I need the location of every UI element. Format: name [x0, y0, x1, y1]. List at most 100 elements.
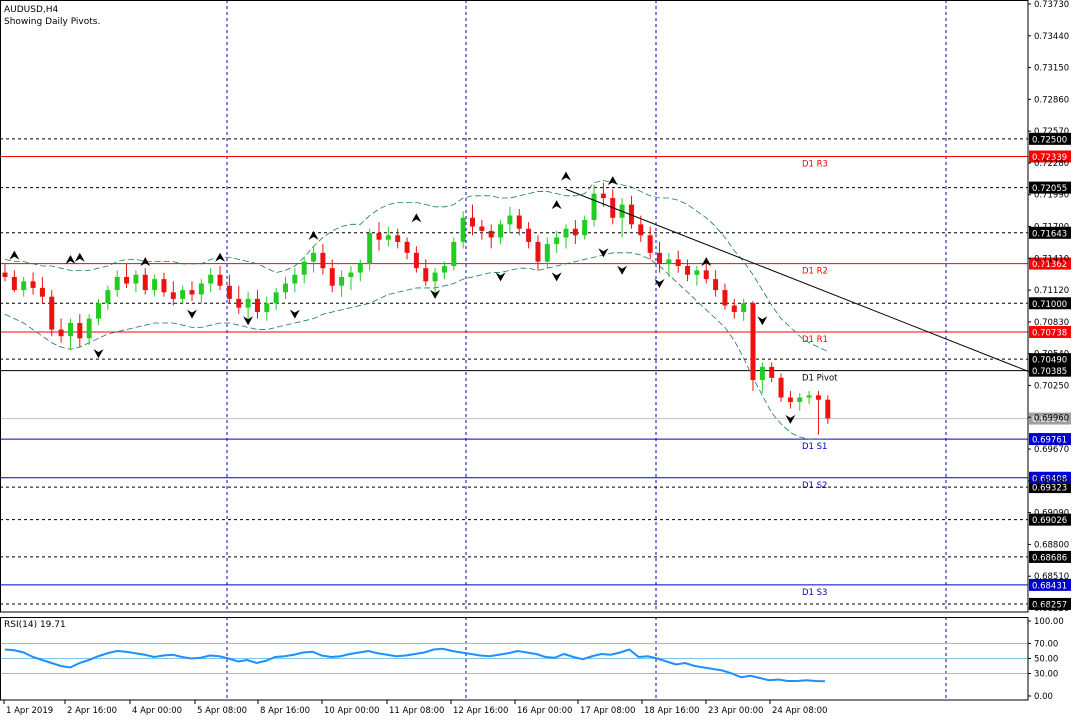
level-tag-bg — [1029, 481, 1071, 494]
time-tick-label: 8 Apr 16:00 — [260, 706, 310, 716]
time-tick-label: 2 Apr 16:00 — [67, 706, 117, 716]
candle-body — [11, 276, 17, 291]
candle-body — [273, 292, 279, 304]
level-tag: 0.72500 — [1032, 135, 1067, 145]
time-tick-label: 24 Apr 08:00 — [772, 706, 827, 716]
candle-body — [180, 290, 186, 299]
candle-body — [376, 233, 382, 240]
level-tag: 0.72055 — [1032, 184, 1067, 194]
rsi-line — [4, 647, 826, 683]
lower-band — [4, 252, 828, 440]
level-tag-bg — [1029, 297, 1071, 310]
candle-body — [460, 217, 466, 242]
candle-body — [451, 241, 457, 266]
candle-body — [367, 233, 373, 264]
candle-body — [778, 377, 784, 398]
fractal-down-arrow — [757, 316, 768, 326]
candle-body — [554, 237, 560, 245]
price-tick-label: 0.68510 — [1034, 572, 1069, 582]
candle-body — [600, 193, 606, 199]
pivot-label: D1 S1 — [802, 442, 827, 452]
time-tick-label: 5 Apr 08:00 — [197, 706, 247, 716]
candle-body — [657, 252, 662, 264]
rsi-tick-label: 30.00 — [1034, 670, 1058, 680]
envelope-bands — [4, 180, 828, 440]
pivot-label: D1 R2 — [802, 267, 828, 277]
candle-body — [170, 292, 176, 299]
pivot-tag-bg — [1029, 471, 1071, 484]
pivot-tag-bg — [1029, 257, 1071, 270]
time-tick-label: 23 Apr 00:00 — [708, 706, 763, 716]
time-tick-label: 11 Apr 08:00 — [389, 706, 444, 716]
candle-body — [357, 263, 363, 273]
fractal-up-arrow — [215, 252, 226, 262]
candle-body — [320, 252, 326, 269]
level-tag: 0.71643 — [1032, 229, 1067, 239]
candle-body — [30, 281, 36, 288]
rsi-panel: 100.00 70.00 50.00 30.00 0.00 — [0, 617, 1064, 702]
fractal-down-arrow — [243, 316, 254, 326]
fractal-down-arrow — [654, 278, 665, 288]
candle-body — [572, 228, 578, 236]
time-tick-label: 16 Apr 00:00 — [517, 706, 572, 716]
price-tick-label: 0.71120 — [1034, 286, 1069, 296]
candle-body — [198, 283, 204, 295]
candle-body — [432, 272, 438, 282]
pivot-label: D1 S3 — [802, 588, 827, 598]
candle-body — [526, 228, 532, 242]
candle-body — [787, 397, 793, 402]
time-axis: 1 Apr 2019 2 Apr 16:00 4 Apr 00:00 5 Apr 08… — [3, 700, 827, 716]
candle-body — [301, 261, 307, 275]
candle-body — [348, 272, 354, 277]
candle-body — [722, 290, 728, 306]
pivot-tag: 0.71362 — [1032, 260, 1067, 270]
level-tag-bg — [1029, 550, 1071, 563]
fractal-up-arrow — [74, 252, 85, 262]
current-price-tag-bg — [1029, 412, 1071, 425]
candle-body — [470, 217, 475, 227]
pivot-tag-bg — [1029, 433, 1071, 446]
candle-body — [741, 303, 747, 313]
candle-body — [86, 318, 92, 339]
fractal-up-arrow — [9, 250, 20, 260]
candle-body — [67, 322, 73, 337]
pivot-label: D1 R1 — [802, 335, 828, 345]
fractal-down-arrow — [785, 414, 796, 424]
candle-body — [488, 230, 494, 238]
candle-body — [806, 395, 812, 398]
trendline[interactable] — [565, 188, 1034, 374]
rsi-frame — [0, 617, 1029, 701]
level-tag-bg — [1029, 597, 1071, 610]
fractal-up-arrow — [411, 213, 422, 223]
candle-body — [39, 287, 45, 297]
pivot-tag: 0.68431 — [1032, 581, 1067, 591]
candle-body — [245, 298, 251, 308]
price-axis: 0.72500 0.72055 0.71643 0.71000 0.70490 0.693… — [1028, 0, 1071, 614]
candle-body — [441, 265, 447, 273]
price-tick-label: 0.69960 — [1034, 413, 1069, 423]
candle-body — [582, 219, 588, 236]
fractal-up-arrow — [607, 176, 618, 186]
candle-body — [283, 283, 288, 293]
pivot-tag-bg — [1029, 578, 1071, 591]
pivot-tag: 0.72339 — [1032, 153, 1067, 163]
rsi-tick-label: 0.00 — [1034, 692, 1053, 702]
pivot-tag-bg — [1029, 325, 1071, 338]
candle-body — [507, 215, 513, 225]
pivot-label: D1 Pivot — [802, 374, 838, 384]
fractal-down-arrow — [617, 265, 628, 275]
candle-body — [329, 268, 335, 286]
time-tick-label: 1 Apr 2019 — [6, 706, 53, 716]
fractal-down-arrow — [93, 349, 104, 359]
upper-band — [4, 180, 828, 352]
candle-body — [254, 298, 260, 313]
price-levels: D1 R3 D1 R2 D1 R1 D1 Pivot D1 S1 D1 S2 D1 S3 — [0, 138, 1028, 605]
candle-body — [413, 252, 419, 269]
candle-body — [685, 265, 691, 275]
candle-body — [77, 322, 83, 339]
pivot-tag-bg — [1029, 150, 1071, 163]
candle-body — [226, 285, 232, 299]
time-tick-label: 10 Apr 00:00 — [324, 706, 379, 716]
